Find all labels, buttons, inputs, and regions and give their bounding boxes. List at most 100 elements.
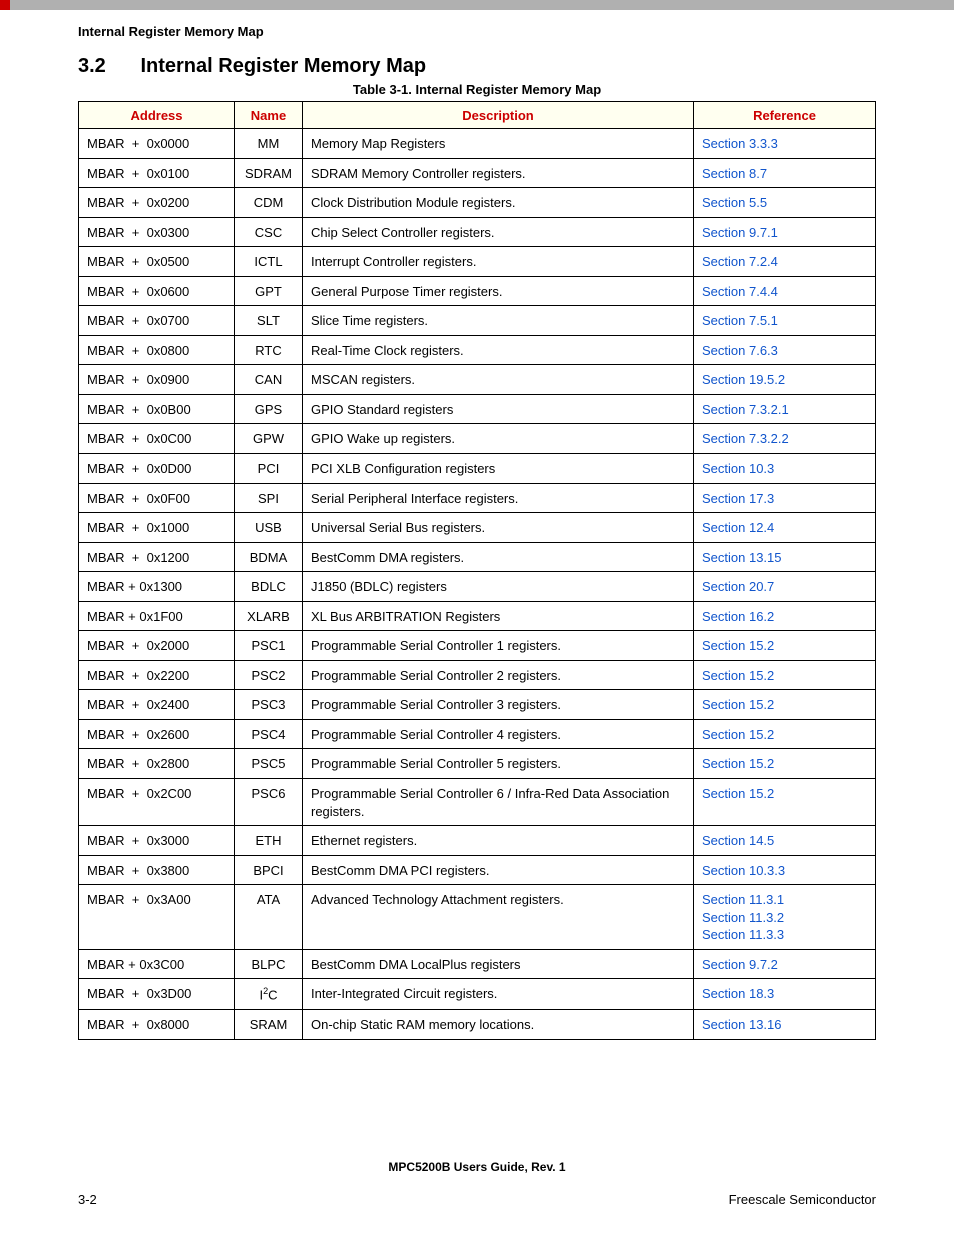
reference-link[interactable]: Section 7.3.2.1 — [702, 402, 789, 417]
reference-link[interactable]: Section 7.2.4 — [702, 254, 778, 269]
reference-link[interactable]: Section 15.2 — [702, 638, 774, 653]
cell-address: MBAR + 0x2C00 — [79, 779, 235, 826]
table-row: MBAR + 0x3D00I2CInter-Integrated Circuit… — [79, 979, 876, 1010]
cell-description: Memory Map Registers — [303, 129, 694, 159]
reference-link[interactable]: Section 13.15 — [702, 550, 782, 565]
cell-reference: Section 17.3 — [694, 483, 876, 513]
cell-address: MBAR + 0x3000 — [79, 826, 235, 856]
cell-reference: Section 8.7 — [694, 158, 876, 188]
cell-name: PSC5 — [235, 749, 303, 779]
cell-reference: Section 7.2.4 — [694, 247, 876, 277]
reference-link[interactable]: Section 18.3 — [702, 986, 774, 1001]
table-row: MBAR + 0x3800BPCIBestComm DMA PCI regist… — [79, 855, 876, 885]
cell-address: MBAR + 0x0700 — [79, 306, 235, 336]
cell-reference: Section 14.5 — [694, 826, 876, 856]
cell-address: MBAR + 0x0500 — [79, 247, 235, 277]
reference-link[interactable]: Section 9.7.2 — [702, 957, 778, 972]
cell-reference: Section 15.2 — [694, 719, 876, 749]
cell-name: XLARB — [235, 601, 303, 631]
reference-link[interactable]: Section 16.2 — [702, 609, 774, 624]
cell-name: I2C — [235, 979, 303, 1010]
table-row: MBAR + 0x0D00PCIPCI XLB Configuration re… — [79, 454, 876, 484]
table-row: MBAR + 0x2000PSC1Programmable Serial Con… — [79, 631, 876, 661]
reference-link[interactable]: Section 13.16 — [702, 1017, 782, 1032]
cell-reference: Section 18.3 — [694, 979, 876, 1010]
footer-row: 3-2 Freescale Semiconductor — [78, 1192, 876, 1207]
cell-address: MBAR + 0x8000 — [79, 1010, 235, 1040]
cell-reference: Section 5.5 — [694, 188, 876, 218]
cell-description: Serial Peripheral Interface registers. — [303, 483, 694, 513]
cell-description: Programmable Serial Controller 1 registe… — [303, 631, 694, 661]
cell-description: Advanced Technology Attachment registers… — [303, 885, 694, 950]
reference-link[interactable]: Section 9.7.1 — [702, 225, 778, 240]
cell-name: PSC2 — [235, 660, 303, 690]
cell-description: Programmable Serial Controller 5 registe… — [303, 749, 694, 779]
table-row: MBAR + 0x3A00ATAAdvanced Technology Atta… — [79, 885, 876, 950]
cell-address: MBAR + 0x0D00 — [79, 454, 235, 484]
cell-name: ATA — [235, 885, 303, 950]
cell-name: BDLC — [235, 572, 303, 602]
footer-vendor: Freescale Semiconductor — [729, 1192, 876, 1207]
cell-address: MBAR + 0x1F00 — [79, 601, 235, 631]
cell-reference: Section 7.3.2.1 — [694, 394, 876, 424]
reference-link[interactable]: Section 20.7 — [702, 579, 774, 594]
cell-name: CDM — [235, 188, 303, 218]
reference-link[interactable]: Section 10.3.3 — [702, 863, 785, 878]
cell-address: MBAR + 0x2800 — [79, 749, 235, 779]
table-row: MBAR + 0x0600GPTGeneral Purpose Timer re… — [79, 276, 876, 306]
cell-address: MBAR + 0x0800 — [79, 335, 235, 365]
reference-link[interactable]: Section 17.3 — [702, 491, 774, 506]
cell-address: MBAR + 0x3A00 — [79, 885, 235, 950]
reference-link[interactable]: Section 11.3.3 — [702, 927, 784, 942]
cell-reference: Section 10.3.3 — [694, 855, 876, 885]
section-title: Internal Register Memory Map — [140, 55, 426, 77]
cell-description: Universal Serial Bus registers. — [303, 513, 694, 543]
cell-reference: Section 19.5.2 — [694, 365, 876, 395]
cell-address: MBAR + 0x0F00 — [79, 483, 235, 513]
cell-name: CAN — [235, 365, 303, 395]
reference-link[interactable]: Section 19.5.2 — [702, 372, 785, 387]
cell-name: BDMA — [235, 542, 303, 572]
cell-reference: Section 15.2 — [694, 690, 876, 720]
cell-description: General Purpose Timer registers. — [303, 276, 694, 306]
cell-address: MBAR + 0x0900 — [79, 365, 235, 395]
reference-link[interactable]: Section 12.4 — [702, 520, 774, 535]
reference-link[interactable]: Section 7.5.1 — [702, 313, 778, 328]
cell-description: Programmable Serial Controller 3 registe… — [303, 690, 694, 720]
reference-link[interactable]: Section 15.2 — [702, 786, 774, 801]
cell-description: Real-Time Clock registers. — [303, 335, 694, 365]
table-row: MBAR + 0x0200CDMClock Distribution Modul… — [79, 188, 876, 218]
reference-link[interactable]: Section 15.2 — [702, 727, 774, 742]
cell-name: GPT — [235, 276, 303, 306]
cell-address: MBAR + 0x0B00 — [79, 394, 235, 424]
table-row: MBAR + 0x0C00GPWGPIO Wake up registers.S… — [79, 424, 876, 454]
reference-link[interactable]: Section 7.4.4 — [702, 284, 778, 299]
cell-reference: Section 7.3.2.2 — [694, 424, 876, 454]
cell-name: PSC6 — [235, 779, 303, 826]
reference-link[interactable]: Section 15.2 — [702, 668, 774, 683]
cell-name: PCI — [235, 454, 303, 484]
reference-link[interactable]: Section 11.3.2 — [702, 910, 784, 925]
reference-link[interactable]: Section 7.6.3 — [702, 343, 778, 358]
reference-link[interactable]: Section 15.2 — [702, 756, 774, 771]
cell-reference: Section 10.3 — [694, 454, 876, 484]
reference-link[interactable]: Section 14.5 — [702, 833, 774, 848]
section-heading: 3.2 Internal Register Memory Map — [78, 55, 876, 78]
cell-reference: Section 9.7.1 — [694, 217, 876, 247]
cell-description: Clock Distribution Module registers. — [303, 188, 694, 218]
table-row: MBAR + 0x3C00BLPCBestComm DMA LocalPlus … — [79, 949, 876, 979]
reference-link[interactable]: Section 3.3.3 — [702, 136, 778, 151]
register-memory-map-table: Address Name Description Reference MBAR … — [78, 101, 876, 1040]
cell-name: GPW — [235, 424, 303, 454]
cell-address: MBAR + 0x1200 — [79, 542, 235, 572]
cell-name: BPCI — [235, 855, 303, 885]
reference-link[interactable]: Section 5.5 — [702, 195, 767, 210]
cell-description: BestComm DMA PCI registers. — [303, 855, 694, 885]
table-row: MBAR + 0x3000ETHEthernet registers.Secti… — [79, 826, 876, 856]
cell-description: Programmable Serial Controller 2 registe… — [303, 660, 694, 690]
reference-link[interactable]: Section 8.7 — [702, 166, 767, 181]
reference-link[interactable]: Section 10.3 — [702, 461, 774, 476]
reference-link[interactable]: Section 15.2 — [702, 697, 774, 712]
reference-link[interactable]: Section 7.3.2.2 — [702, 431, 789, 446]
reference-link[interactable]: Section 11.3.1 — [702, 892, 784, 907]
